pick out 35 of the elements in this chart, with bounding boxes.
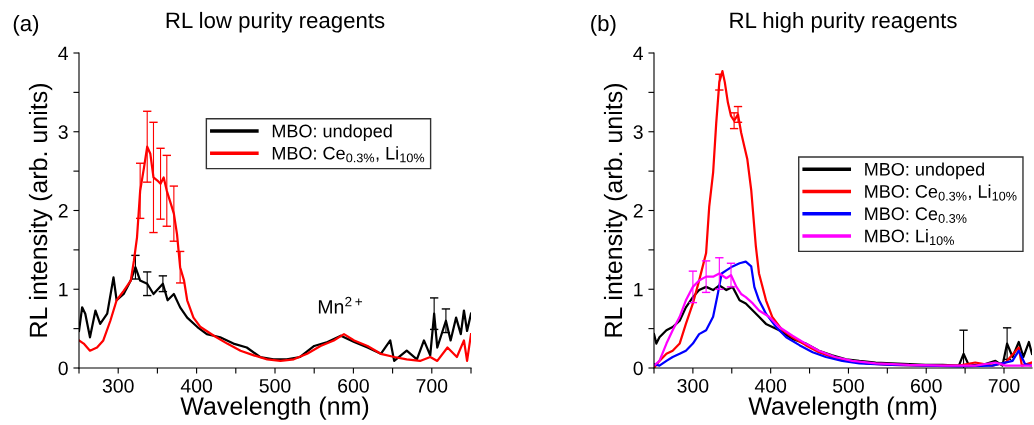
x-tick-label: 400 [180, 378, 213, 393]
text: (a) [13, 14, 39, 36]
x-tick-label: 500 [259, 378, 291, 393]
annotation: Mn$^{2+}$ [318, 296, 363, 314]
x-tick-label: 400 [754, 378, 787, 393]
x-tick-label: 600 [338, 378, 369, 393]
y-tick-label: 1 [59, 282, 68, 297]
y-axis-title: RL intensity (arb. units) [603, 83, 628, 337]
x-tick-label: 700 [988, 378, 1020, 393]
y-axis-title: RL intensity (arb. units) [28, 83, 53, 337]
y-tick-label: 4 [58, 46, 69, 61]
legend-label: MBO: undoped [865, 162, 985, 180]
legend-label: MBO: undoped [272, 124, 392, 141]
x-axis-title: Wavelength (nm) [180, 396, 369, 420]
legend-label: MBO: Li$_{10%}$ [865, 229, 954, 246]
legend-label: MBO: Ce$_{0.3%}$, Li$_{10%}$ [272, 146, 425, 163]
chart-title: RL low purity reagents [166, 11, 385, 33]
y-tick-label: 0 [58, 361, 68, 376]
x-axis-title: Wavelength (nm) [748, 396, 937, 420]
y-tick-label: 2 [633, 203, 643, 218]
x-tick-label: 600 [910, 378, 942, 393]
y-tick-label: 0 [633, 361, 643, 376]
legend-label: MBO: Ce$_{0.3%}$, Li$_{10%}$ [865, 184, 1017, 201]
text: (b) [591, 14, 616, 36]
chart-title: RL high purity reagents [730, 11, 957, 33]
x-tick-label: 300 [102, 378, 134, 393]
x-tick-label: 700 [416, 378, 448, 393]
x-tick-label: 500 [833, 378, 864, 393]
x-tick-label: 300 [677, 378, 709, 393]
y-tick-label: 3 [633, 125, 643, 139]
y-tick-label: 3 [58, 125, 68, 139]
y-tick-label: 2 [58, 203, 68, 218]
legend-label: MBO: Ce$_{0.3%}$ [865, 207, 967, 223]
y-tick-label: 1 [634, 282, 643, 297]
y-tick-label: 4 [633, 46, 644, 61]
